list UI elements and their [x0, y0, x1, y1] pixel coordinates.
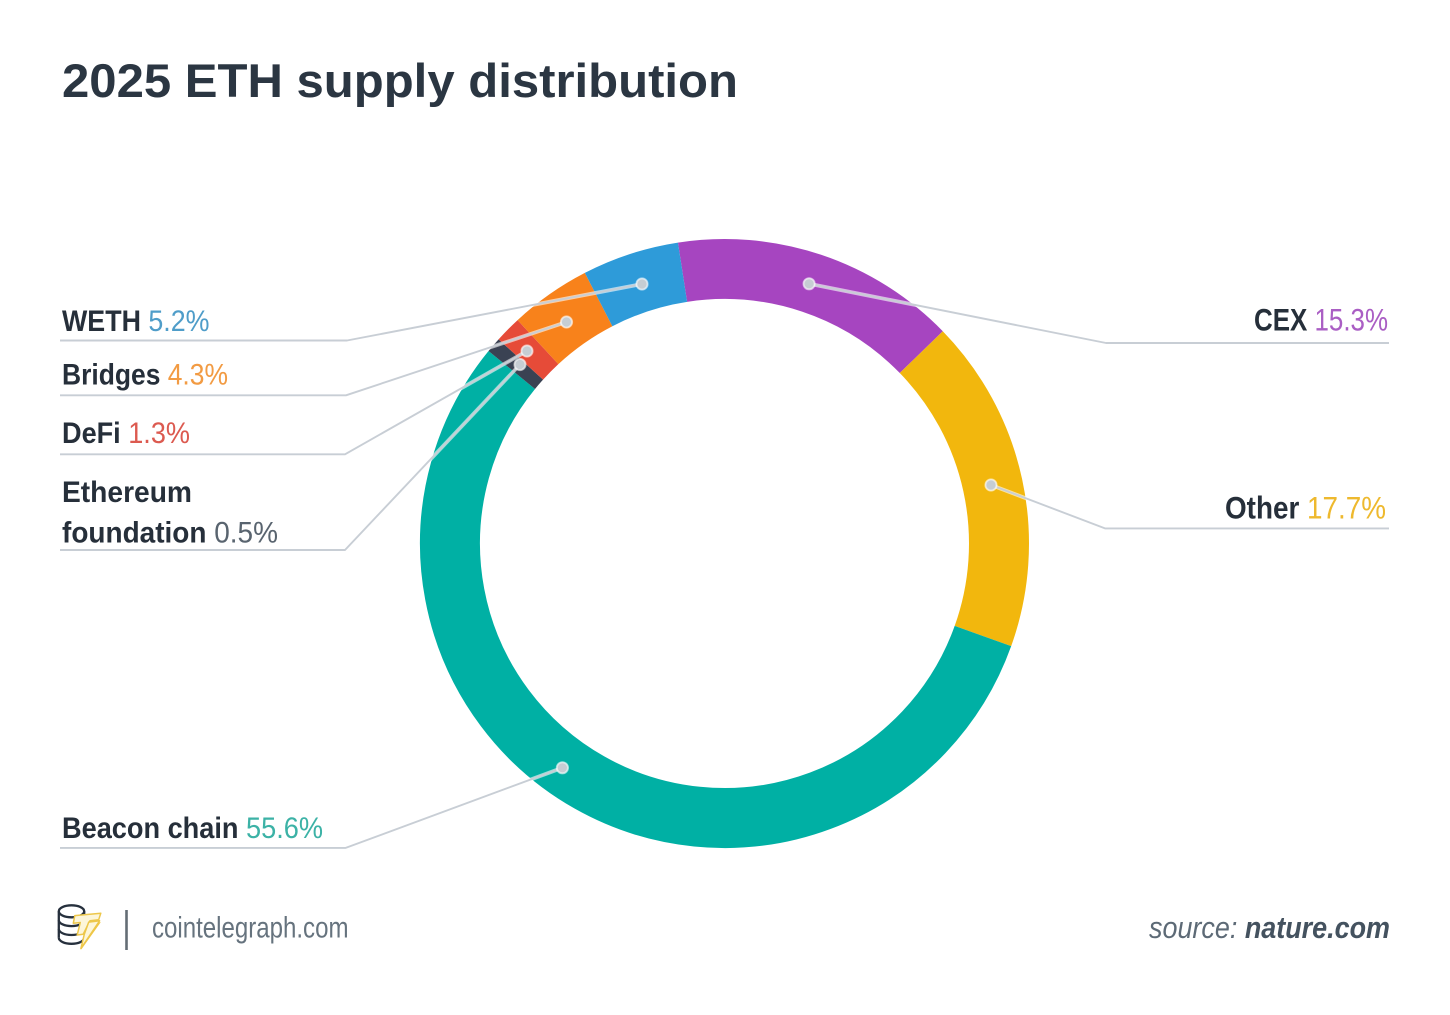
svg-text:Ethereum: Ethereum: [62, 476, 192, 509]
svg-text:2025 ETH supply distribution: 2025 ETH supply distribution: [62, 54, 738, 107]
svg-text:WETH 5.2%: WETH 5.2%: [62, 305, 210, 338]
svg-text:CEX 15.3%: CEX 15.3%: [1254, 302, 1388, 338]
svg-text:Other 17.7%: Other 17.7%: [1225, 490, 1386, 526]
svg-text:Bridges 4.3%: Bridges 4.3%: [62, 359, 228, 392]
svg-text:source: nature.com: source: nature.com: [1149, 910, 1390, 945]
svg-text:Beacon chain 55.6%: Beacon chain 55.6%: [62, 812, 323, 845]
svg-text:DeFi 1.3%: DeFi 1.3%: [62, 417, 190, 450]
svg-text:cointelegraph.com: cointelegraph.com: [152, 911, 349, 944]
svg-text:foundation 0.5%: foundation 0.5%: [62, 517, 278, 550]
